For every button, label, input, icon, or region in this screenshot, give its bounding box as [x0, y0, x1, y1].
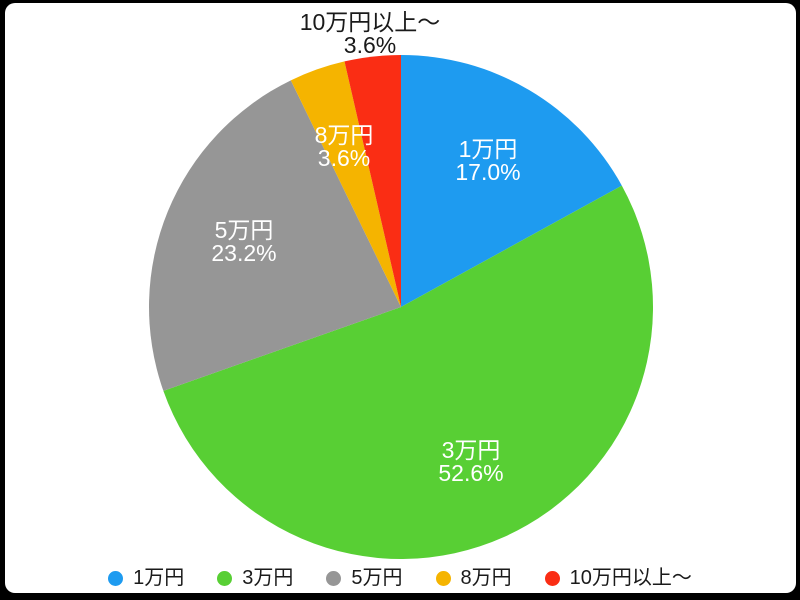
legend-dot-icon	[544, 570, 560, 586]
legend-item-5: 10万円以上〜	[544, 566, 692, 590]
legend-dot-icon	[326, 570, 342, 586]
legend-label: 1万円	[133, 567, 185, 589]
pie-slice-3	[149, 80, 401, 391]
legend-dot-icon	[217, 570, 233, 586]
pie-slice-2	[163, 185, 654, 560]
legend-item-4: 8万円	[435, 566, 512, 590]
legend-label: 8万円	[460, 567, 512, 589]
pie-slice-5	[344, 55, 401, 307]
legend-item-1: 1万円	[108, 566, 184, 590]
legend-dot-icon	[435, 570, 451, 586]
legend-label: 10万円以上〜	[569, 567, 692, 589]
pie-slice-1	[401, 55, 622, 307]
legend-item-2: 3万円	[217, 566, 293, 590]
pie-slice-4	[290, 61, 401, 307]
legend: 1万円 3万円 5万円 8万円 10万円以上〜	[0, 566, 800, 590]
legend-label: 3万円	[242, 567, 294, 589]
legend-item-3: 5万円	[326, 566, 403, 590]
legend-label: 5万円	[351, 567, 403, 589]
legend-dot-icon	[108, 570, 124, 586]
